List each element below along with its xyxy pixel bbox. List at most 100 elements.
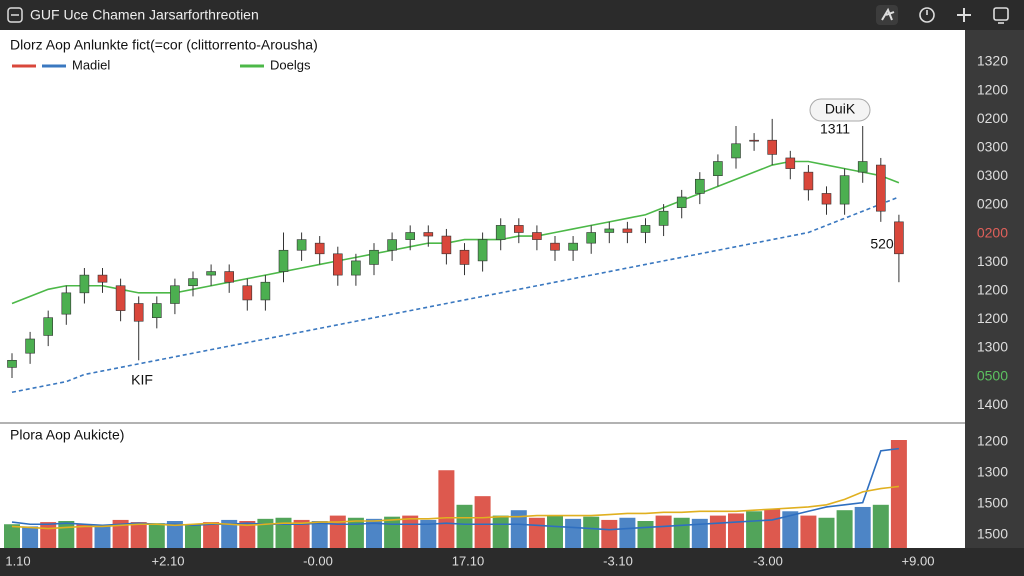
candle-body xyxy=(115,285,126,311)
volume-bar xyxy=(492,515,509,548)
time-axis-label: -0.00 xyxy=(303,553,333,568)
price-axis-label: 1200 xyxy=(977,81,1008,97)
price-axis-label: 0200 xyxy=(977,196,1008,212)
volume-bar xyxy=(474,496,491,548)
volume-bar xyxy=(438,470,455,548)
time-axis xyxy=(0,548,1024,576)
volume-bar xyxy=(112,519,129,548)
volume-bar xyxy=(293,519,310,548)
candle-body xyxy=(7,359,17,368)
candle-body xyxy=(839,175,850,205)
candle-body xyxy=(731,143,741,159)
volume-bar xyxy=(728,513,744,548)
price-axis-label: 1200 xyxy=(977,310,1008,326)
toolbar-button[interactable] xyxy=(957,8,971,22)
candle-body xyxy=(604,228,615,233)
candle-body xyxy=(767,139,778,155)
volume-bar xyxy=(800,515,817,548)
volume-bar xyxy=(203,522,220,548)
annotation: KIF xyxy=(131,372,153,388)
chart-area xyxy=(0,30,965,548)
toolbar-button[interactable] xyxy=(993,7,1009,24)
candle-body xyxy=(640,225,651,233)
volume-bar xyxy=(764,509,781,548)
volume-bar xyxy=(311,521,328,548)
volume-bar xyxy=(601,519,618,548)
chart-title: Dlorz Aop Anlunkte fict(=cor (clittorren… xyxy=(10,37,318,53)
price-axis-label: 0200 xyxy=(977,110,1008,126)
candle-body xyxy=(676,196,687,208)
volume-bar xyxy=(58,521,75,548)
candle-body xyxy=(875,164,886,212)
volume-bar xyxy=(239,521,256,548)
candle-body xyxy=(694,178,705,194)
time-axis-label: +9.00 xyxy=(902,553,935,568)
candle-body xyxy=(532,232,542,240)
volume-bar xyxy=(420,519,437,548)
candle-body xyxy=(351,260,361,276)
price-axis-label: 1300 xyxy=(977,253,1008,269)
candle-body xyxy=(477,239,488,262)
volume-bar xyxy=(655,515,672,548)
top-bar xyxy=(0,0,1024,30)
volume-bar xyxy=(673,517,690,548)
candle-body xyxy=(260,281,271,301)
panel-title: Plora Aop Aukicte) xyxy=(10,427,124,443)
volume-bar xyxy=(384,516,401,548)
price-axis-label: 1200 xyxy=(977,282,1008,298)
price-axis xyxy=(965,30,1024,548)
candle-body xyxy=(550,242,560,251)
volume-bar xyxy=(691,518,708,548)
toolbar-button[interactable] xyxy=(919,7,935,23)
volume-bar xyxy=(565,518,582,548)
candle-body xyxy=(170,285,180,304)
candle-body xyxy=(61,292,72,315)
volume-bar xyxy=(148,523,165,548)
candle-body xyxy=(314,242,325,255)
price-axis-label: 0500 xyxy=(977,367,1008,383)
time-axis-label: +2.10 xyxy=(152,553,185,568)
volume-bar xyxy=(275,517,292,548)
time-axis-label: 1.10 xyxy=(5,553,30,568)
window-title: GUF Uce Chamen Jarsarforthreotien xyxy=(30,7,259,23)
volume-bar xyxy=(637,521,654,548)
volume-bar xyxy=(221,519,238,548)
candle-body xyxy=(296,239,307,251)
volume-bar xyxy=(22,526,39,548)
volume-bar xyxy=(583,516,600,548)
price-axis-label: 0200 xyxy=(977,224,1008,240)
volume-bar xyxy=(547,515,563,548)
candle-body xyxy=(133,303,144,322)
candle-body xyxy=(441,235,452,255)
price-axis-label: 1400 xyxy=(977,396,1008,412)
volume-bar xyxy=(40,522,57,548)
volume-bar xyxy=(872,504,889,548)
volume-bar xyxy=(402,515,419,548)
time-axis-label: -3.00 xyxy=(753,553,783,568)
candle-body xyxy=(369,249,379,265)
toolbar-button[interactable] xyxy=(876,5,898,25)
candle-body xyxy=(423,232,434,237)
app-icon xyxy=(7,7,23,23)
candle-body xyxy=(387,239,397,251)
price-axis-label: 0300 xyxy=(977,167,1008,183)
candle-body xyxy=(658,210,669,226)
candle-body xyxy=(188,278,198,287)
candle-body xyxy=(495,225,506,240)
volume-axis-label: 1500 xyxy=(977,495,1008,511)
volume-bar xyxy=(528,517,545,548)
candle-body xyxy=(43,317,54,336)
candle-body xyxy=(622,228,633,233)
volume-bar xyxy=(836,510,853,548)
volume-axis-label: 1300 xyxy=(977,464,1008,480)
candle-body xyxy=(586,232,597,244)
candle-body xyxy=(97,274,108,283)
volume-axis-label: 1200 xyxy=(977,433,1008,449)
volume-bar xyxy=(709,515,726,548)
volume-bar xyxy=(130,522,147,548)
candle-body xyxy=(25,338,35,354)
volume-bar xyxy=(4,524,20,548)
candle-body xyxy=(79,274,90,294)
candle-body xyxy=(152,303,162,318)
